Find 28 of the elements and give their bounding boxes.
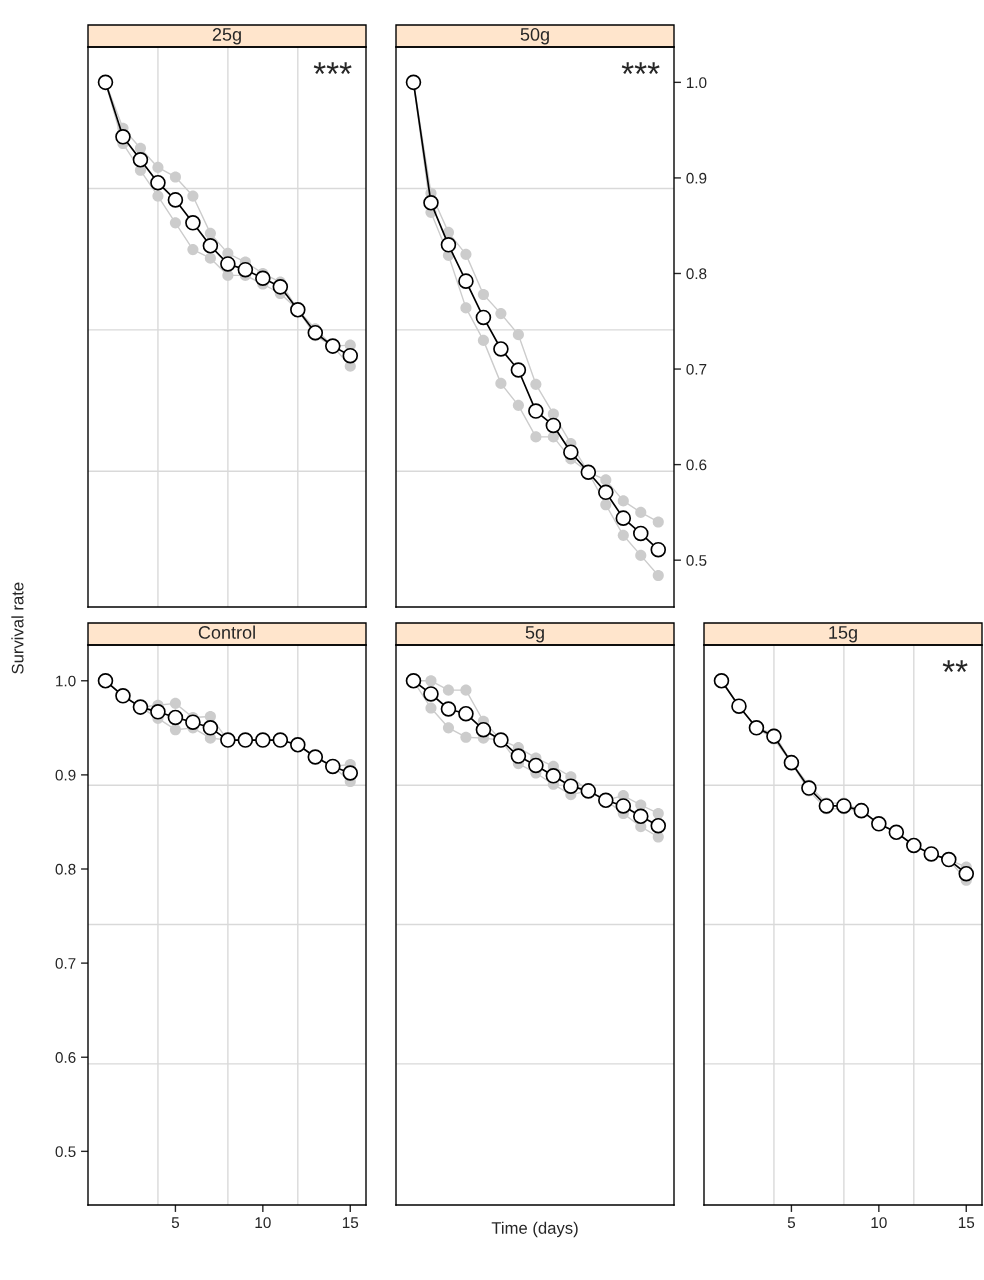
y-tick-label: 0.7: [686, 363, 707, 375]
chart-title: 15g: [829, 626, 857, 643]
y-tick-label: 0.6: [55, 1052, 76, 1063]
y-tick-label: 0.9: [686, 172, 707, 184]
x-tick-label: 5: [787, 1217, 796, 1229]
annotation: **: [942, 660, 968, 672]
x-tick-label: 15: [958, 1217, 975, 1229]
y-axis-title: Survival rate: [11, 582, 24, 674]
y-tick-label: 0.7: [55, 957, 76, 969]
y-tick-label: 0.5: [686, 555, 707, 566]
y-tick-label: 0.5: [55, 1146, 76, 1158]
y-tick-label: 1.0: [56, 675, 76, 687]
x-tick-label: 5: [171, 1217, 180, 1229]
chart-title: 5g: [525, 626, 544, 643]
y-tick-label: 0.8: [686, 268, 707, 280]
x-tick-label: 15: [342, 1217, 359, 1229]
y-tick-label: 0.6: [686, 459, 707, 471]
x-tick-label: 10: [255, 1217, 271, 1229]
y-tick-label: 0.9: [55, 769, 76, 781]
y-tick-label: 0.8: [55, 863, 76, 875]
chart-title: 25g: [212, 28, 241, 45]
chart-title: Control: [198, 625, 255, 639]
chart-title: 50g: [520, 28, 549, 45]
x-axis-title: Time (days): [491, 1221, 578, 1238]
annotation: ***: [313, 62, 352, 74]
x-tick-label: 10: [871, 1217, 887, 1229]
y-tick-label: 1.0: [686, 77, 707, 89]
annotation: ***: [621, 62, 660, 74]
